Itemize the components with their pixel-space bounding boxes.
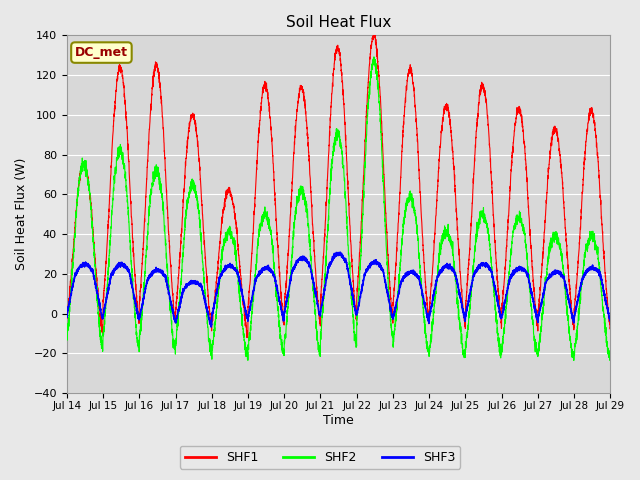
- Text: DC_met: DC_met: [75, 46, 128, 59]
- Title: Soil Heat Flux: Soil Heat Flux: [286, 15, 391, 30]
- Y-axis label: Soil Heat Flux (W): Soil Heat Flux (W): [15, 158, 28, 270]
- X-axis label: Time: Time: [323, 414, 354, 427]
- Legend: SHF1, SHF2, SHF3: SHF1, SHF2, SHF3: [180, 446, 460, 469]
